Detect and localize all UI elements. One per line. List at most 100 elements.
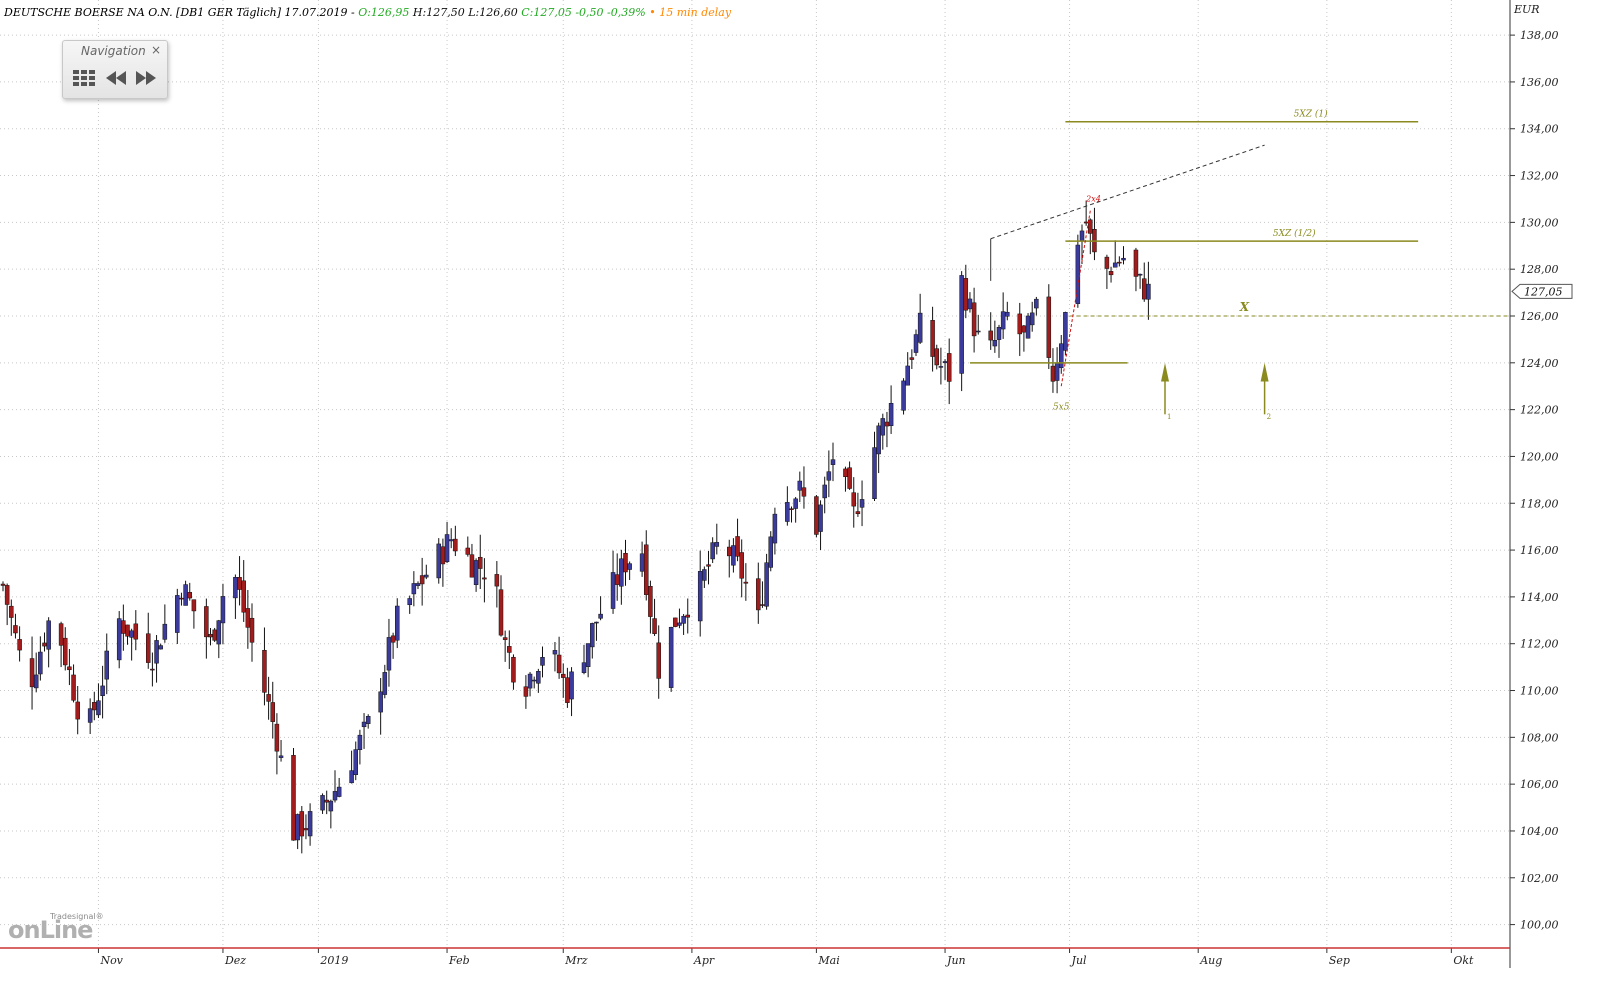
close-change-value: C:127,05 -0,50 -0,39%	[521, 6, 646, 19]
x-tick-label: Jul	[1070, 954, 1087, 967]
navigation-panel[interactable]: Navigation ×	[62, 40, 168, 99]
candle-up	[1079, 230, 1085, 242]
candle-up	[585, 643, 591, 667]
candle-down	[1088, 219, 1093, 234]
candle-down	[299, 811, 305, 837]
candle-down	[1133, 249, 1139, 277]
candle-down	[146, 633, 151, 663]
candle-down	[644, 544, 649, 595]
candle-up	[328, 800, 334, 812]
candle-up	[1146, 283, 1151, 300]
candle-down	[13, 625, 18, 634]
candle-up	[220, 596, 226, 624]
y-tick-label: 122,00	[1520, 404, 1559, 417]
candle-down	[204, 606, 209, 638]
y-tick-label: 118,00	[1520, 497, 1559, 510]
candle-down	[735, 536, 740, 557]
logo-small-text: Tradesignal®	[50, 912, 104, 921]
open-value: O:126,95	[358, 6, 410, 19]
candle-up	[473, 560, 479, 585]
candle-up	[378, 691, 383, 713]
candle-up	[183, 584, 188, 606]
candle-up	[353, 749, 358, 775]
candle-up	[793, 498, 798, 509]
candle-down	[67, 666, 72, 671]
candle-down	[419, 575, 425, 585]
price-axis: 100,00 102,00 104,00 106,00 108,00 110,00 112,…	[1509, 0, 1573, 968]
candle-up	[768, 536, 773, 568]
candle-down	[507, 646, 512, 653]
candle-down	[498, 589, 504, 636]
candle-up	[357, 734, 363, 750]
candle-up	[702, 569, 707, 581]
candle-up	[976, 330, 981, 333]
candle-up	[594, 621, 599, 624]
candle-down	[291, 755, 296, 841]
candle-up	[797, 480, 803, 491]
candle-up	[1034, 298, 1039, 309]
candle-down	[212, 629, 217, 641]
candle-up	[992, 340, 998, 347]
candle-up	[830, 459, 836, 465]
chart-drawings[interactable]: 5XZ (1) 5XZ (1/2) X 2x4 5x5 1 2	[969, 109, 1510, 421]
candle-up	[307, 811, 313, 837]
candle-up	[158, 645, 163, 650]
candle-up	[764, 562, 769, 607]
candle-up	[731, 545, 736, 566]
trend-line-upper	[990, 144, 1265, 240]
wave-top-label: 2x4	[1085, 194, 1101, 203]
candle-up	[913, 334, 919, 353]
y-tick-label: 120,00	[1520, 450, 1559, 463]
rewind-icon[interactable]	[105, 69, 127, 87]
candle-down	[270, 702, 275, 722]
candle-down	[245, 608, 251, 628]
x-tick-label: Mrz	[564, 954, 588, 967]
x-tick-label: Apr	[693, 954, 715, 967]
candle-up	[772, 513, 778, 544]
candle-up	[444, 534, 450, 563]
candle-up	[1059, 343, 1064, 369]
candle-down	[523, 686, 529, 697]
y-tick-label: 110,00	[1520, 685, 1559, 698]
candle-up	[681, 615, 686, 624]
candle-up	[785, 502, 790, 522]
candle-down	[121, 620, 126, 634]
candle-down	[1117, 261, 1122, 264]
delay-note: • 15 min delay	[649, 6, 732, 19]
close-icon[interactable]: ×	[150, 43, 161, 57]
candle-down	[511, 656, 516, 683]
candle-up	[448, 539, 454, 542]
candle-down	[17, 639, 22, 651]
grid-icon[interactable]	[73, 69, 95, 87]
logo-big-text: onLine	[8, 916, 93, 944]
candle-up	[415, 583, 421, 586]
y-tick-label: 100,00	[1520, 919, 1559, 932]
arrow-2-head	[1260, 362, 1269, 382]
candle-up	[104, 650, 109, 680]
candle-down	[614, 574, 620, 585]
candle-up	[590, 623, 595, 648]
fast-forward-icon[interactable]	[135, 69, 157, 87]
arrow-1-head	[1161, 362, 1169, 382]
candle-down	[9, 605, 14, 618]
x-tick-label: Aug	[1199, 954, 1222, 967]
candle-up	[1121, 257, 1126, 261]
candle-up	[901, 380, 906, 411]
candle-down	[191, 599, 197, 612]
candle-up	[1005, 311, 1010, 317]
candle-down	[727, 546, 732, 557]
last-price-label: 127,05	[1524, 285, 1563, 298]
candle-down	[478, 556, 483, 569]
low-value: L:126,60	[468, 6, 518, 19]
candle-down	[1142, 278, 1147, 300]
y-tick-label: 108,00	[1520, 731, 1559, 744]
candle-up	[1054, 362, 1060, 381]
candle-down	[1050, 365, 1056, 382]
candle-down	[150, 668, 155, 671]
candle-down	[303, 828, 309, 831]
instrument-header: DEUTSCHE BOERSE NA O.N. [DB1 GER Täglich…	[4, 6, 731, 19]
y-tick-label: 126,00	[1520, 310, 1559, 323]
candle-up	[162, 623, 168, 640]
